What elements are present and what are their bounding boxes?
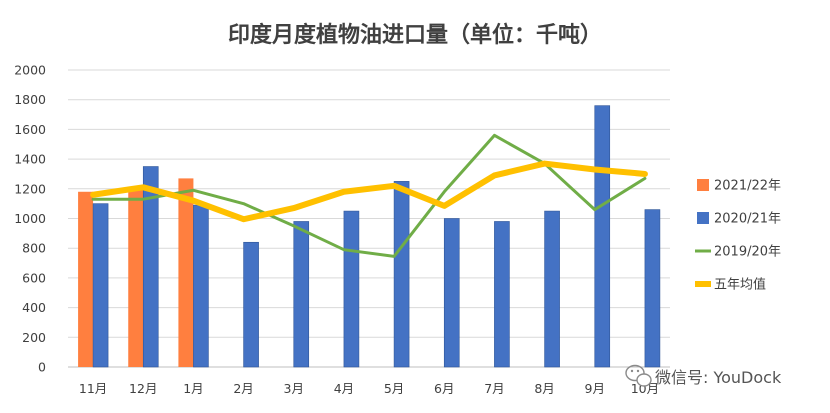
legend-label: 2020/21年 — [714, 212, 781, 227]
bar-2021-22 — [78, 191, 94, 367]
y-tick-label: 0 — [38, 360, 46, 375]
x-tick-label: 4月 — [334, 381, 354, 396]
bar-2020-21 — [293, 221, 310, 368]
y-tick-label: 1400 — [14, 152, 46, 167]
bar-2020-21 — [393, 181, 410, 368]
grid — [68, 69, 670, 368]
bar-2020-21 — [494, 221, 510, 368]
bar-2020-21 — [343, 210, 360, 368]
x-tick-label: 3月 — [284, 381, 304, 396]
x-tick-label: 1月 — [183, 381, 203, 396]
legend-swatch — [697, 179, 709, 191]
bar-2020-21 — [193, 204, 209, 368]
line-five-year-average — [90, 160, 648, 223]
bar-2020-21 — [142, 166, 159, 368]
x-tick-label: 10月 — [631, 381, 659, 396]
x-tick-label: 11月 — [79, 381, 107, 396]
y-tick-label: 200 — [22, 330, 46, 345]
wechat-icon — [625, 364, 652, 387]
y-tick-label: 1800 — [14, 92, 46, 107]
bar-2020-21 — [243, 241, 259, 368]
y-tick-label: 2000 — [14, 63, 46, 78]
y-tick-label: 1200 — [14, 181, 46, 196]
bar-2020-21 — [644, 209, 661, 368]
legend-label: 2021/22年 — [714, 179, 781, 194]
y-tick-label: 400 — [22, 300, 46, 315]
watermark: 微信号: YouDock — [625, 364, 782, 387]
lines — [90, 133, 648, 258]
bar-2020-21 — [92, 203, 109, 368]
y-axis: 0 200 400 600 800 1000 1200 1400 1600 1800 2000 — [14, 63, 46, 375]
legend-label: 五年均值 — [714, 277, 766, 293]
watermark-text: 微信号: YouDock — [655, 368, 782, 387]
x-tick-label: 5月 — [384, 381, 404, 396]
x-tick-label: 12月 — [129, 381, 157, 396]
x-tick-label: 6月 — [434, 381, 454, 396]
x-tick-label: 7月 — [484, 381, 504, 396]
bar-2021-22 — [178, 178, 194, 367]
bars — [78, 105, 661, 368]
y-tick-label: 1600 — [14, 122, 46, 137]
x-tick-label: 9月 — [585, 381, 605, 396]
bar-2020-21 — [594, 105, 611, 368]
y-tick-label: 800 — [22, 241, 46, 256]
x-axis: 11月 12月 1月 2月 3月 4月 5月 6月 7月 8月 9月 10月 — [79, 381, 659, 396]
chart-title: 印度月度植物油进口量（单位：千吨） — [228, 22, 602, 48]
x-tick-label: 2月 — [233, 381, 253, 396]
y-tick-label: 1000 — [14, 211, 46, 226]
line-2019-20 — [91, 133, 647, 258]
legend-swatch — [697, 212, 709, 224]
bar-2021-22 — [128, 187, 144, 367]
bar-2020-21 — [443, 218, 460, 368]
x-tick-label: 8月 — [534, 381, 554, 396]
legend-label: 2019/20年 — [714, 245, 781, 260]
y-tick-label: 600 — [22, 270, 46, 285]
bar-2020-21 — [544, 210, 560, 368]
